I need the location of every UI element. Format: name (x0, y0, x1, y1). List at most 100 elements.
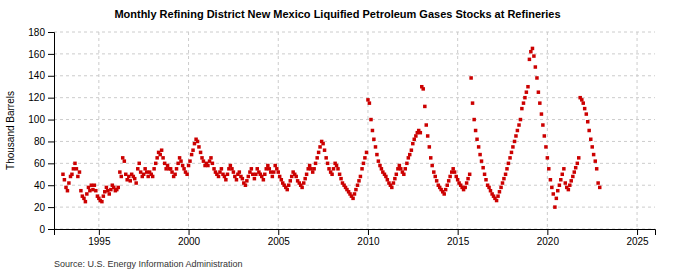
point (495, 199, 499, 203)
point (537, 90, 541, 94)
point (155, 156, 159, 160)
point (576, 162, 580, 166)
point (317, 151, 321, 155)
point (596, 181, 600, 185)
point (375, 153, 379, 157)
point (446, 183, 450, 187)
point (170, 170, 174, 174)
point (139, 170, 143, 174)
point (245, 179, 249, 183)
point (484, 178, 488, 182)
point (70, 173, 74, 177)
x-tick-mark (637, 229, 638, 235)
point (405, 162, 409, 166)
point (66, 189, 70, 193)
y-grid-line (54, 97, 655, 98)
point (395, 173, 399, 177)
point (209, 156, 213, 160)
point (108, 192, 112, 196)
point (519, 118, 523, 122)
point (399, 167, 403, 171)
x-tick-mark (99, 229, 100, 235)
point (583, 107, 587, 111)
point (182, 167, 186, 171)
point (535, 76, 539, 80)
point (546, 156, 550, 160)
y-tick: 60 (34, 158, 54, 169)
point (468, 173, 472, 177)
point (339, 177, 343, 181)
point (303, 177, 307, 181)
point (429, 156, 433, 160)
x-tick-label: 2005 (268, 236, 291, 247)
point (421, 87, 425, 91)
point (378, 164, 382, 168)
y-tick: 100 (28, 114, 54, 125)
point (480, 159, 484, 163)
point (128, 179, 132, 183)
point (357, 179, 361, 183)
point (112, 186, 116, 190)
point (526, 85, 530, 89)
y-tick-mark (48, 163, 54, 164)
point (254, 173, 258, 177)
point (508, 156, 512, 160)
point (73, 162, 77, 166)
point (477, 145, 481, 149)
point (586, 120, 590, 124)
y-axis: 020406080100120140160180 (28, 27, 54, 235)
x-grid-line (457, 32, 458, 229)
point (487, 186, 491, 190)
point (190, 153, 194, 157)
point (181, 164, 185, 168)
point (158, 153, 162, 157)
point (294, 175, 298, 179)
plot-area (61, 47, 601, 209)
point (456, 178, 460, 182)
point (134, 181, 138, 185)
point (223, 175, 227, 179)
point (226, 173, 230, 177)
point (121, 156, 125, 160)
point (549, 178, 553, 182)
point (567, 188, 571, 192)
point (502, 177, 506, 181)
point (247, 175, 251, 179)
point (154, 162, 158, 166)
point (314, 162, 318, 166)
point (351, 197, 355, 201)
point (595, 167, 599, 171)
point (411, 142, 415, 146)
point (534, 65, 538, 69)
point (218, 170, 222, 174)
point (369, 118, 373, 122)
point (202, 159, 206, 163)
point (196, 140, 200, 144)
x-tick: 2000 (178, 229, 201, 247)
x-tick-mark (547, 229, 548, 235)
point (516, 129, 520, 133)
point (289, 179, 293, 183)
x-tick-mark (458, 229, 459, 235)
point (504, 173, 508, 177)
y-tick-mark (48, 32, 54, 33)
point (386, 178, 390, 182)
point (447, 179, 451, 183)
point (442, 192, 446, 196)
point (93, 183, 97, 187)
point (552, 192, 556, 196)
point (191, 148, 195, 152)
point (188, 159, 192, 163)
point (556, 189, 560, 193)
y-tick: 120 (28, 92, 54, 103)
x-tick-label: 2020 (537, 236, 560, 247)
point (372, 138, 376, 142)
y-tick-label: 140 (28, 70, 45, 81)
x-tick-label: 2015 (447, 236, 470, 247)
point (517, 123, 521, 127)
point (514, 134, 518, 138)
x-tick-label: 1995 (88, 236, 111, 247)
x-tick-mark (278, 229, 279, 235)
point (454, 175, 458, 179)
point (311, 170, 315, 174)
